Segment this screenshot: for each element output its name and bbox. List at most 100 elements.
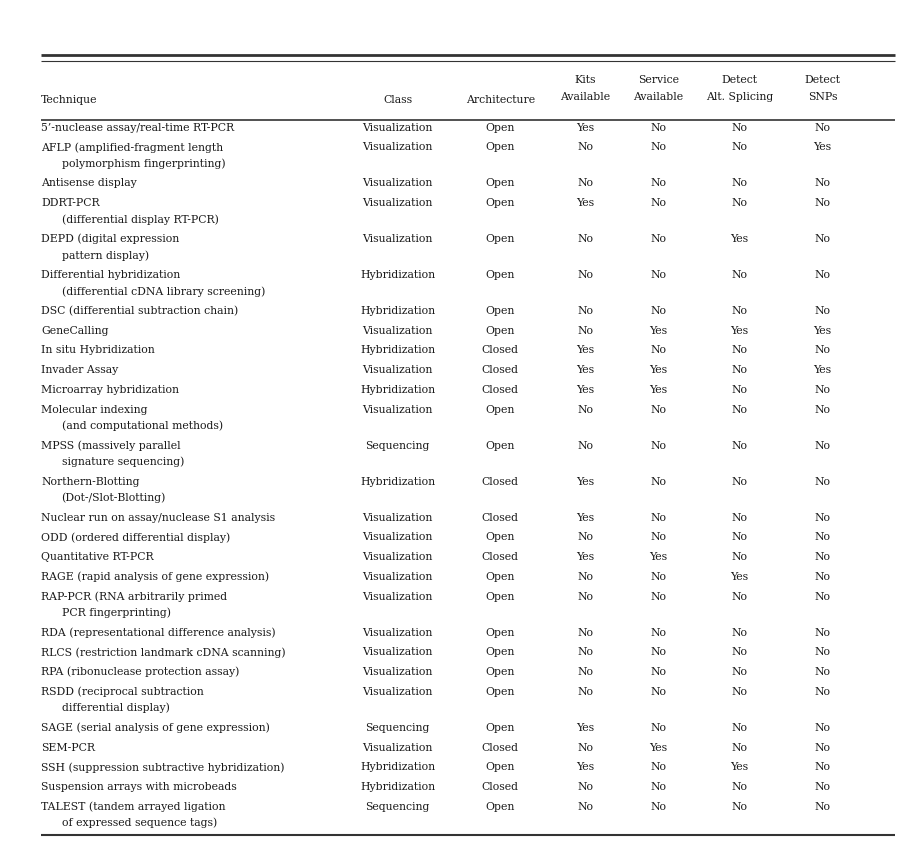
Text: Hybridization: Hybridization: [360, 306, 435, 316]
Text: No: No: [732, 142, 747, 152]
Text: Open: Open: [486, 270, 515, 280]
Text: No: No: [650, 762, 666, 773]
Text: Open: Open: [486, 592, 515, 602]
Text: No: No: [732, 122, 747, 133]
Text: No: No: [814, 762, 831, 773]
Text: No: No: [650, 306, 666, 316]
Text: No: No: [732, 385, 747, 395]
Text: Yes: Yes: [577, 198, 595, 208]
Text: RSDD (reciprocal subtraction: RSDD (reciprocal subtraction: [41, 687, 204, 697]
Text: RAGE (rapid analysis of gene expression): RAGE (rapid analysis of gene expression): [41, 571, 270, 582]
Text: Closed: Closed: [482, 513, 519, 523]
Text: Kits: Kits: [575, 76, 597, 85]
Text: No: No: [732, 178, 747, 189]
Text: No: No: [814, 743, 831, 752]
Text: RLCS (restriction landmark cDNA scanning): RLCS (restriction landmark cDNA scanning…: [41, 647, 285, 658]
Text: No: No: [814, 687, 831, 697]
Text: Differential hybridization: Differential hybridization: [41, 270, 181, 280]
Text: Open: Open: [486, 198, 515, 208]
Text: Visualization: Visualization: [363, 648, 433, 657]
Text: No: No: [650, 722, 666, 733]
Text: No: No: [650, 802, 666, 812]
Text: Visualization: Visualization: [363, 627, 433, 638]
Text: No: No: [814, 722, 831, 733]
Text: Hybridization: Hybridization: [360, 345, 435, 355]
Text: Yes: Yes: [577, 477, 595, 487]
Text: Yes: Yes: [730, 326, 748, 336]
Text: RDA (representational difference analysis): RDA (representational difference analysi…: [41, 627, 276, 638]
Text: No: No: [577, 627, 594, 638]
Text: Visualization: Visualization: [363, 532, 433, 542]
Text: SNPs: SNPs: [808, 92, 837, 101]
Text: Architecture: Architecture: [465, 94, 535, 105]
Text: ODD (ordered differential display): ODD (ordered differential display): [41, 532, 230, 542]
Text: No: No: [814, 782, 831, 792]
Text: Visualization: Visualization: [363, 142, 433, 152]
Text: No: No: [577, 782, 594, 792]
Text: No: No: [732, 592, 747, 602]
Text: Available: Available: [633, 92, 683, 101]
Text: (differential display RT-PCR): (differential display RT-PCR): [62, 214, 218, 224]
Text: No: No: [814, 627, 831, 638]
Text: No: No: [814, 178, 831, 189]
Text: Open: Open: [486, 306, 515, 316]
Text: Quantitative RT-PCR: Quantitative RT-PCR: [41, 552, 154, 562]
Text: No: No: [732, 648, 747, 657]
Text: No: No: [732, 477, 747, 487]
Text: Detect: Detect: [804, 76, 841, 85]
Text: Open: Open: [486, 122, 515, 133]
Text: Open: Open: [486, 667, 515, 677]
Text: Visualization: Visualization: [363, 667, 433, 677]
Text: SEM-PCR: SEM-PCR: [41, 743, 95, 752]
Text: Visualization: Visualization: [363, 326, 433, 336]
Text: No: No: [577, 178, 594, 189]
Text: Open: Open: [486, 440, 515, 450]
Text: Sequencing: Sequencing: [365, 722, 430, 733]
Text: Closed: Closed: [482, 385, 519, 395]
Text: differential display): differential display): [62, 703, 170, 713]
Text: No: No: [577, 667, 594, 677]
Text: TALEST (tandem arrayed ligation: TALEST (tandem arrayed ligation: [41, 802, 226, 812]
Text: No: No: [577, 743, 594, 752]
Text: Northern-Blotting: Northern-Blotting: [41, 477, 140, 487]
Text: No: No: [732, 782, 747, 792]
Text: Visualization: Visualization: [363, 743, 433, 752]
Text: Closed: Closed: [482, 743, 519, 752]
Text: Visualization: Visualization: [363, 572, 433, 582]
Text: Open: Open: [486, 802, 515, 812]
Text: Hybridization: Hybridization: [360, 385, 435, 395]
Text: signature sequencing): signature sequencing): [62, 456, 184, 468]
Text: No: No: [577, 405, 594, 415]
Text: Yes: Yes: [649, 366, 667, 375]
Text: Yes: Yes: [577, 722, 595, 733]
Text: Yes: Yes: [577, 513, 595, 523]
Text: Closed: Closed: [482, 552, 519, 562]
Text: polymorphism fingerprinting): polymorphism fingerprinting): [62, 158, 225, 169]
Text: Visualization: Visualization: [363, 552, 433, 562]
Text: No: No: [650, 513, 666, 523]
Text: No: No: [650, 592, 666, 602]
Text: No: No: [577, 802, 594, 812]
Text: No: No: [732, 802, 747, 812]
Text: Visualization: Visualization: [363, 366, 433, 375]
Text: No: No: [814, 345, 831, 355]
Text: Open: Open: [486, 572, 515, 582]
Text: No: No: [577, 326, 594, 336]
Text: Open: Open: [486, 722, 515, 733]
Text: No: No: [814, 477, 831, 487]
Text: No: No: [732, 440, 747, 450]
Text: No: No: [814, 270, 831, 280]
Text: No: No: [732, 405, 747, 415]
Text: Visualization: Visualization: [363, 687, 433, 697]
Text: (Dot-/Slot-Blotting): (Dot-/Slot-Blotting): [62, 493, 166, 503]
Text: MPSS (massively parallel: MPSS (massively parallel: [41, 440, 181, 451]
Text: 5’-nuclease assay/real-time RT-PCR: 5’-nuclease assay/real-time RT-PCR: [41, 122, 234, 133]
Text: No: No: [732, 743, 747, 752]
Text: Visualization: Visualization: [363, 513, 433, 523]
Text: No: No: [814, 440, 831, 450]
Text: Service: Service: [638, 76, 678, 85]
Text: DDRT-PCR: DDRT-PCR: [41, 198, 100, 208]
Text: No: No: [732, 552, 747, 562]
Text: No: No: [814, 667, 831, 677]
Text: Yes: Yes: [730, 762, 748, 773]
